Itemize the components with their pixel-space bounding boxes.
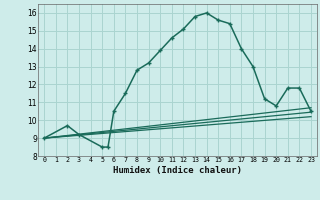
X-axis label: Humidex (Indice chaleur): Humidex (Indice chaleur)	[113, 166, 242, 175]
